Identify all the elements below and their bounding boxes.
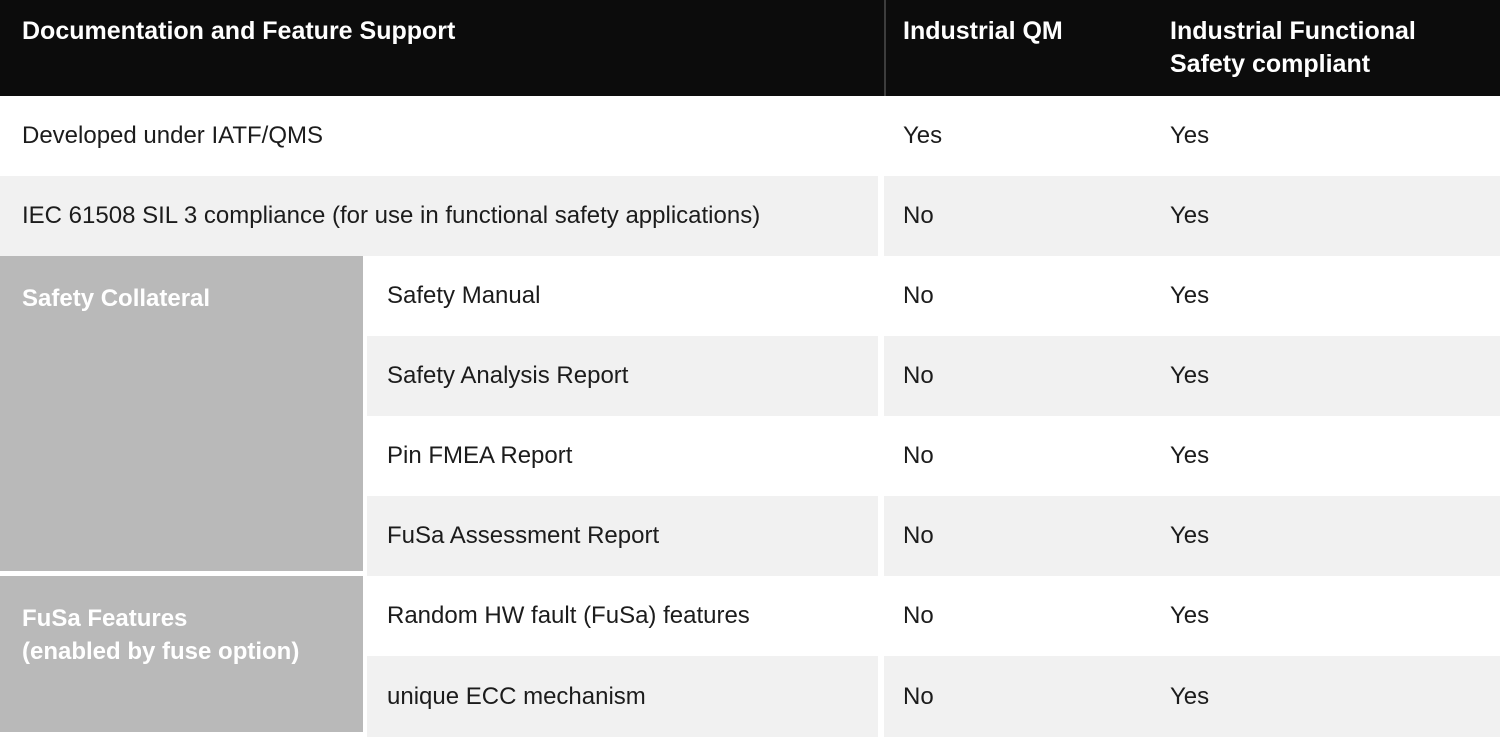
group-sidebar-label: Safety Collateral (0, 256, 363, 571)
table-row: Developed under IATF/QMS Yes Yes (0, 96, 1500, 176)
table-row: FuSa Assessment Report No Yes (367, 496, 1500, 576)
row-fusa-value: Yes (1170, 442, 1210, 469)
row-values: No Yes (884, 576, 1500, 656)
row-values: Yes Yes (884, 96, 1500, 176)
row-fusa-value: Yes (1170, 282, 1210, 309)
table-header: Documentation and Feature Support Indust… (0, 0, 1500, 96)
group-label-line: FuSa Features (22, 605, 188, 632)
row-qm-value: No (903, 442, 934, 469)
row-fusa-value: Yes (1170, 202, 1210, 229)
table-row: unique ECC mechanism No Yes (367, 656, 1500, 737)
row-fusa-value: Yes (1170, 602, 1210, 629)
row-qm-value: No (903, 682, 934, 710)
row-values: No Yes (884, 656, 1500, 737)
table-row: Random HW fault (FuSa) features No Yes (367, 576, 1500, 656)
group-label-line: Safety Collateral (22, 285, 211, 312)
row-feature-label: Safety Analysis Report (367, 336, 878, 416)
row-qm-value: No (903, 602, 934, 629)
row-values: No Yes (884, 336, 1500, 416)
header-column-divider (884, 0, 886, 96)
row-feature-label: Random HW fault (FuSa) features (367, 576, 878, 656)
row-qm-value: Yes (903, 122, 943, 149)
header-cell-feature: Documentation and Feature Support (22, 17, 456, 45)
table-row: Safety Manual No Yes (367, 256, 1500, 336)
group-rows: Random HW fault (FuSa) features No Yes u… (367, 576, 1500, 737)
feature-group-fusa-features: FuSa Features (enabled by fuse option) R… (0, 576, 1500, 737)
row-feature-label: IEC 61508 SIL 3 compliance (for use in f… (0, 176, 878, 256)
row-feature-label: Safety Manual (367, 256, 878, 336)
header-cell-industrial-qm: Industrial QM (903, 17, 1063, 45)
header-cell-functional-safety: Industrial Functional Safety compliant (1170, 17, 1416, 78)
row-values: No Yes (884, 496, 1500, 576)
group-sidebar-label: FuSa Features (enabled by fuse option) (0, 576, 363, 732)
row-feature-label: FuSa Assessment Report (367, 496, 878, 576)
row-feature-label: Pin FMEA Report (367, 416, 878, 496)
row-fusa-value: Yes (1170, 682, 1210, 710)
table-row: IEC 61508 SIL 3 compliance (for use in f… (0, 176, 1500, 256)
group-label-line: (enabled by fuse option) (22, 638, 300, 665)
row-fusa-value: Yes (1170, 362, 1210, 389)
row-feature-label: Developed under IATF/QMS (0, 96, 878, 176)
row-values: No Yes (884, 416, 1500, 496)
row-fusa-value: Yes (1170, 122, 1210, 149)
row-values: No Yes (884, 176, 1500, 256)
row-qm-value: No (903, 282, 934, 309)
table-row: Safety Analysis Report No Yes (367, 336, 1500, 416)
group-rows: Safety Manual No Yes Safety Analysis Rep… (367, 256, 1500, 576)
row-qm-value: No (903, 202, 934, 229)
feature-group-safety-collateral: Safety Collateral Safety Manual No Yes S… (0, 256, 1500, 576)
row-qm-value: No (903, 522, 934, 549)
row-values: No Yes (884, 256, 1500, 336)
table-row: Pin FMEA Report No Yes (367, 416, 1500, 496)
row-feature-label: unique ECC mechanism (367, 656, 878, 737)
row-qm-value: No (903, 362, 934, 389)
row-fusa-value: Yes (1170, 522, 1210, 549)
